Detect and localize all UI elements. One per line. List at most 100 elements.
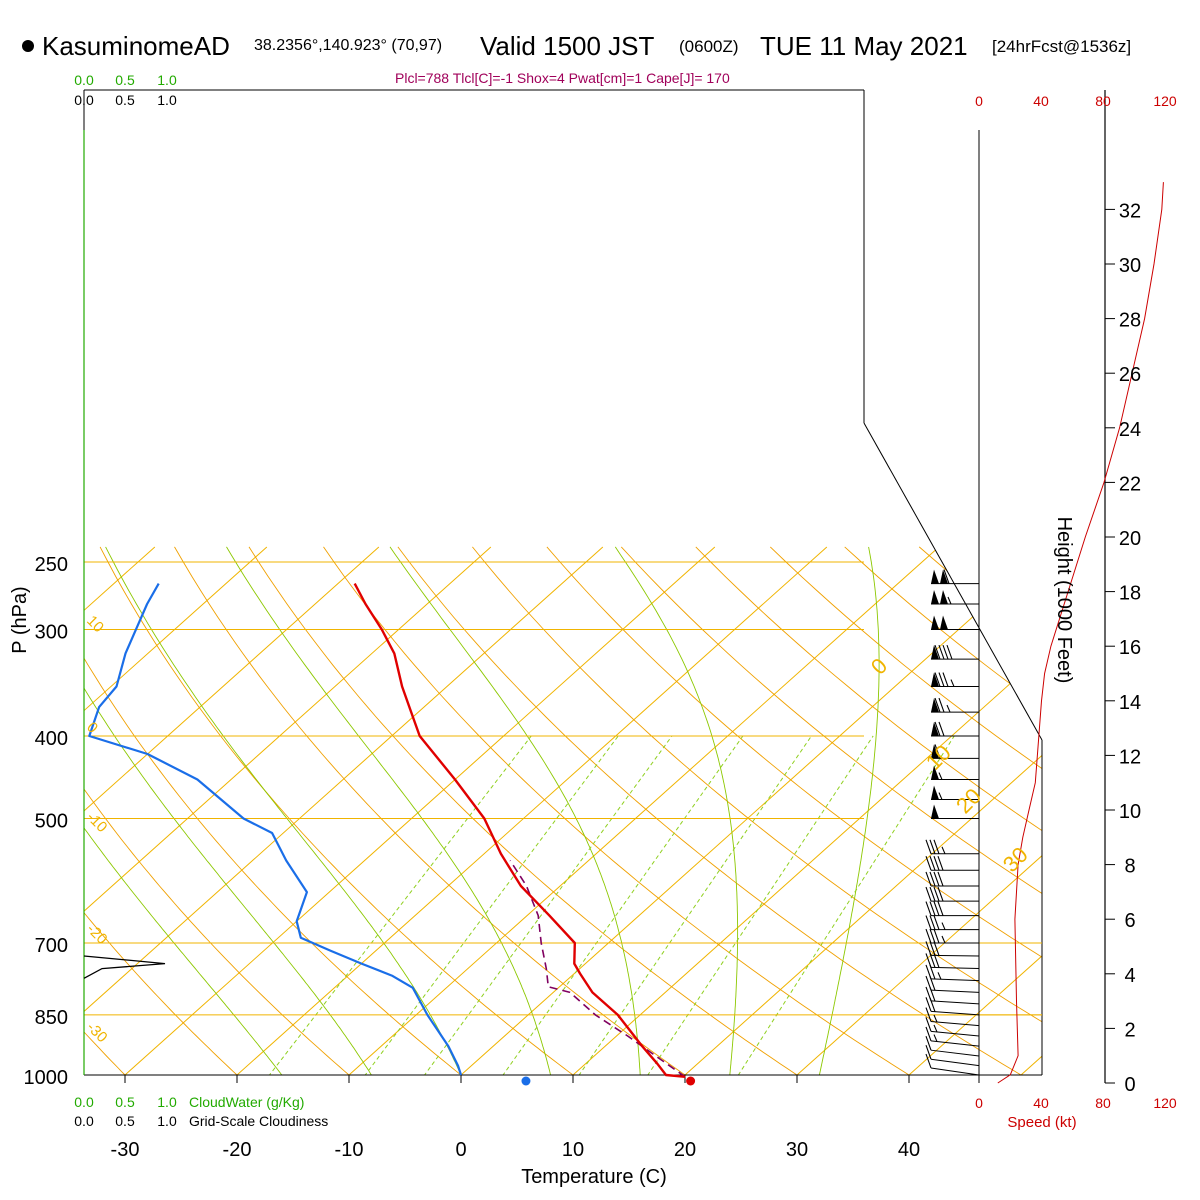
wind-barb-flag <box>929 856 936 871</box>
dry-adiabat-line <box>323 546 910 1075</box>
height-tick-label: 22 <box>1119 473 1141 495</box>
isotherm-line <box>84 546 380 812</box>
wind-barb <box>930 1040 980 1047</box>
height-axis-title: Height (1000 Feet) <box>1053 517 1075 684</box>
station-name: KasuminomeAD <box>42 31 230 61</box>
wind-barb-flag <box>925 856 932 871</box>
mixing-ratio-line <box>423 735 673 1075</box>
dry-adiabat-line <box>84 788 350 1075</box>
moist-adiabat-line <box>389 546 641 1075</box>
wind-barb <box>930 954 980 957</box>
mixing-ratio-line <box>647 735 874 1075</box>
wind-barb-flag <box>925 1017 932 1032</box>
isotherm-label-right: 30 <box>998 842 1033 877</box>
moist-adiabat-line <box>818 546 880 1075</box>
pressure-tick-label: 300 <box>35 622 68 644</box>
station-coordinates: 38.2356°,140.923° (70,97) <box>254 37 443 54</box>
surface-dewpoint-marker <box>521 1076 531 1086</box>
wind-barb-flag <box>929 941 936 956</box>
station-marker-icon <box>22 40 34 52</box>
isotherm-line <box>124 546 716 1075</box>
speed-tick-bottom: 40 <box>1033 1095 1049 1111</box>
wind-barb <box>930 989 980 993</box>
x-tick-label: 30 <box>786 1139 808 1161</box>
wind-barb-pennant <box>931 645 939 660</box>
mixing-ratio-label: 2 <box>356 1085 375 1101</box>
dry-adiabat-line <box>84 1031 126 1075</box>
isotherm-label: -30 <box>83 1019 110 1046</box>
dry-adiabat-line <box>99 546 574 1075</box>
x-tick-label: -10 <box>335 1139 364 1161</box>
speed-tick-bottom: 120 <box>1153 1095 1177 1111</box>
x-tick-label: 0 <box>455 1139 466 1161</box>
wind-speed-profile <box>997 182 1164 1084</box>
stability-indices: Plcl=788 Tlcl[C]=-1 Shox=4 Pwat[cm]=1 Ca… <box>395 70 730 86</box>
wind-barb-flag <box>938 644 945 660</box>
wind-barb-flag <box>929 886 936 902</box>
wind-barbs-group <box>925 569 980 1076</box>
wind-barb-flag <box>925 986 932 1002</box>
wind-barb <box>930 1021 980 1027</box>
wind-barb <box>930 1010 980 1016</box>
pressure-tick-label: 500 <box>35 811 68 833</box>
isotherm-line <box>236 546 828 1075</box>
wind-barb-flag <box>946 644 953 660</box>
wind-barb-pennant <box>931 569 939 584</box>
wind-barb <box>930 966 980 970</box>
wind-barb <box>930 978 980 982</box>
wind-barb-flag <box>933 928 940 944</box>
moist-adiabat-line <box>84 687 372 1075</box>
moist-adiabat-line <box>226 546 552 1075</box>
wind-barb-pennant <box>940 569 948 584</box>
wind-barb-flag <box>929 871 936 887</box>
isotherm-label: 0 <box>83 719 101 737</box>
pressure-tick-label: 700 <box>35 935 68 957</box>
valid-time-utc: (0600Z) <box>679 37 739 56</box>
valid-time: Valid 1500 JST <box>480 31 655 61</box>
speed-tick-bottom: 0 <box>975 1095 983 1111</box>
speed-tick-top: 40 <box>1033 93 1049 109</box>
speed-tick-top: 0 <box>975 93 983 109</box>
wind-barb-flag <box>937 886 944 902</box>
pressure-tick-label: 1000 <box>24 1067 69 1089</box>
wind-barb-flag <box>933 941 940 956</box>
wind-barb-flag <box>925 901 932 916</box>
cloudiness-profile <box>83 955 166 979</box>
x-tick-label: 20 <box>674 1139 696 1161</box>
mixing-ratio-line <box>268 735 532 1075</box>
wind-barb-flag <box>942 644 949 660</box>
dry-adiabat-line <box>546 546 1042 958</box>
dry-adiabat-line <box>248 546 798 1075</box>
speed-axis-title: Speed (kt) <box>1007 1114 1076 1131</box>
cloudiness-scale-top: 0.5 <box>115 92 135 108</box>
wind-barb-flag <box>933 915 940 930</box>
isotherm-line <box>348 546 940 1075</box>
valid-date: TUE 11 May 2021 <box>760 31 968 61</box>
isotherm-line <box>84 546 268 712</box>
wind-barb <box>930 1030 980 1037</box>
height-tick-label: 24 <box>1119 419 1141 441</box>
wind-barb-flag <box>938 721 945 737</box>
dry-adiabat-line <box>620 546 1042 894</box>
wind-barb-half-flag <box>941 935 946 944</box>
wind-barb <box>930 1049 980 1057</box>
wind-barb-flag <box>925 886 932 902</box>
dry-adiabat-line <box>174 546 686 1075</box>
x-axis-title: Temperature (C) <box>521 1166 667 1188</box>
surface-temperature-marker <box>686 1076 696 1086</box>
dry-adiabat-line <box>695 546 1042 832</box>
wind-barb-pennant <box>931 804 939 819</box>
moist-adiabat-line <box>614 546 739 1075</box>
cloudwater-scale-bottom: 0.0 <box>74 1094 94 1110</box>
isotherm-label-right: 10 <box>921 740 956 775</box>
wind-barb <box>930 1000 980 1005</box>
mixing-ratio-label: 3 <box>415 1085 434 1101</box>
isotherm-line <box>84 546 604 1013</box>
dry-adiabat-line <box>472 546 1042 1023</box>
isotherm-line <box>908 955 1042 1075</box>
wind-barb-flag <box>925 975 932 991</box>
isotherm-line <box>796 854 1042 1075</box>
mixing-ratio-line <box>578 735 812 1075</box>
height-tick-label: 32 <box>1119 200 1141 222</box>
